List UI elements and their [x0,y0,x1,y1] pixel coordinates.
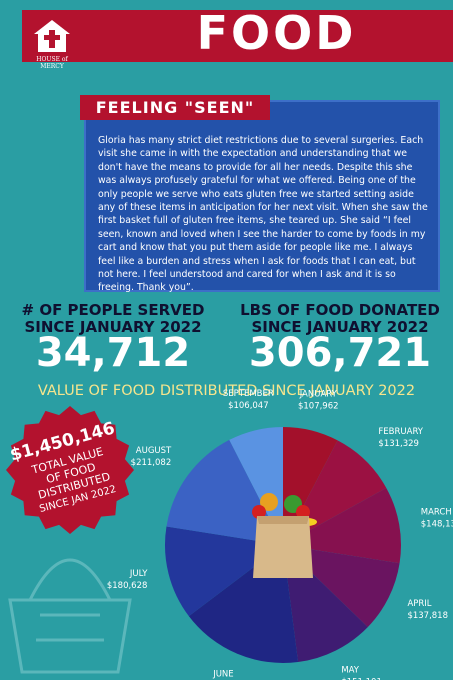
story-text: Gloria has many strict diet restrictions… [98,135,428,294]
slice-label: JUNE [212,669,233,679]
slice-label: FEBRUARY [378,427,423,437]
slice-value: $211,082 [131,458,172,468]
grocery-bag [252,493,317,578]
story-panel [84,100,440,292]
story-title: FEELING "SEEN" [80,95,270,120]
slice-value: $107,962 [298,401,339,411]
chart-title: VALUE OF FOOD DISTRIBUTED SINCE JANUARY … [37,383,416,399]
stat-label: LBS OF FOOD DONATED SINCE JANUARY 2022 [227,302,453,336]
pie-slice [283,487,401,564]
slice-label: APRIL [407,599,431,609]
slice-value: $180,628 [107,581,148,591]
logo-text: MERCY [40,63,64,70]
logo-text: HOUSE of [36,56,68,63]
stat-label-line: SINCE JANUARY 2022 [24,318,202,336]
pie-slice [166,439,283,545]
logo-icon [34,20,70,52]
stat-value: 306,721 [248,330,432,376]
slice-label: MAY [341,665,359,675]
page-title: FOOD [196,6,357,60]
title-banner [22,10,453,62]
slice-label: MARCH [421,507,452,517]
stat-value: 34,712 [35,330,191,376]
pie-slice [164,526,283,617]
stat-label-line: SINCE JANUARY 2022 [251,318,429,336]
logo: HOUSE of MERCY [30,18,74,78]
stat-label-line: # OF PEOPLE SERVED [21,301,205,319]
slice-label: SEPTEMBER [223,389,274,399]
slice-label: JULY [129,569,148,579]
slice-label: JANUARY [299,389,338,399]
slice-value: $131,329 [378,439,419,449]
slice-value: $106,047 [228,401,269,411]
pie-slice [229,427,283,545]
slice-value: $151,101 [341,677,382,680]
slice-value: $137,818 [407,611,448,621]
stat-label: # OF PEOPLE SERVED SINCE JANUARY 2022 [0,302,226,336]
slice-label: AUGUST [136,446,172,456]
badge-star [6,406,134,534]
stat-label-line: LBS OF FOOD DONATED [240,301,440,319]
pie-slice [283,427,338,545]
slice-value: $148,136 [421,519,453,529]
basket-outline [8,558,132,674]
